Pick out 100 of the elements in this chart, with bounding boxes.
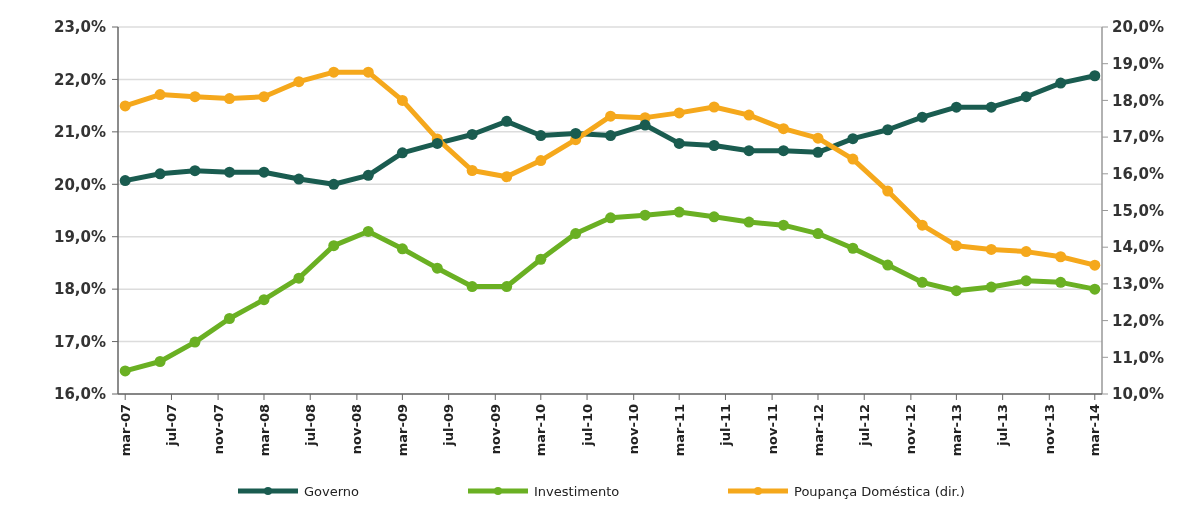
point	[466, 165, 478, 176]
x-tick-label: nov-09	[487, 404, 503, 455]
x-tick-label: mar-11	[671, 404, 687, 457]
point	[293, 76, 305, 88]
point	[916, 276, 928, 288]
point	[396, 243, 408, 255]
x-tick-label: jul-10	[579, 404, 595, 447]
point	[328, 178, 340, 190]
x-tick-label: mar-14	[1087, 404, 1103, 457]
point	[1055, 276, 1067, 288]
x-tick-label: nov-08	[349, 404, 365, 455]
y-tick-label: 16,0%	[53, 385, 106, 404]
point	[189, 165, 201, 177]
point	[535, 155, 547, 167]
point	[708, 139, 720, 151]
x-tick-label: mar-09	[394, 404, 410, 457]
point	[258, 91, 270, 103]
point	[812, 228, 824, 240]
point	[1055, 251, 1067, 263]
point	[639, 119, 651, 131]
point	[847, 133, 859, 145]
point	[223, 93, 235, 105]
x-tick-label: jul-08	[302, 404, 318, 447]
x-tick-label: mar-12	[810, 404, 826, 457]
point	[501, 115, 513, 127]
point	[258, 166, 270, 178]
point	[293, 272, 305, 284]
y2-tick-label: 12,0%	[1112, 311, 1165, 330]
x-tick-label: jul-07	[164, 404, 180, 447]
point	[119, 365, 131, 377]
point	[362, 225, 374, 237]
y-tick-label: 18,0%	[53, 280, 106, 299]
point	[189, 91, 201, 103]
y2-tick-label: 16,0%	[1112, 165, 1165, 184]
point	[639, 209, 651, 221]
point	[1055, 77, 1067, 89]
x-tick-label: mar-13	[948, 404, 964, 457]
point	[882, 185, 894, 197]
y-tick-label: 19,0%	[53, 227, 106, 246]
point	[882, 124, 894, 136]
point	[1020, 91, 1032, 103]
point	[535, 253, 547, 265]
point	[293, 173, 305, 185]
point	[362, 66, 374, 78]
point	[743, 109, 755, 121]
point	[985, 281, 997, 293]
y2-tick-label: 11,0%	[1112, 348, 1165, 367]
x-tick-label: mar-07	[117, 404, 133, 457]
point	[605, 212, 617, 224]
y2-tick-label: 13,0%	[1112, 275, 1165, 294]
y2-tick-label: 19,0%	[1112, 54, 1165, 73]
point	[570, 228, 582, 240]
point	[1089, 259, 1101, 271]
x-tick-label: mar-08	[256, 404, 272, 457]
point	[882, 259, 894, 271]
point	[431, 262, 443, 274]
point	[605, 130, 617, 142]
x-tick-label: mar-10	[533, 404, 549, 457]
point	[1089, 283, 1101, 295]
point	[812, 132, 824, 144]
point	[673, 206, 685, 218]
point	[847, 153, 859, 165]
point	[154, 355, 166, 367]
legend-label: Poupança Doméstica (dir.)	[794, 483, 965, 499]
point	[847, 242, 859, 254]
point	[466, 128, 478, 140]
point	[258, 294, 270, 306]
y2-tick-label: 17,0%	[1112, 128, 1165, 147]
point	[673, 137, 685, 149]
legend-label: Governo	[304, 483, 360, 499]
point	[777, 145, 789, 157]
point	[605, 110, 617, 122]
point	[328, 66, 340, 78]
point	[950, 101, 962, 113]
y2-tick-label: 10,0%	[1112, 385, 1165, 404]
point	[396, 94, 408, 106]
y-tick-label: 17,0%	[53, 332, 106, 351]
x-tick-label: nov-13	[1041, 404, 1057, 455]
point	[916, 219, 928, 231]
y2-tick-label: 14,0%	[1112, 238, 1165, 257]
point	[1020, 246, 1032, 258]
legend-label: Investimento	[534, 483, 620, 499]
y-tick-label: 21,0%	[53, 123, 106, 142]
point	[777, 123, 789, 135]
x-tick-label: jul-09	[441, 404, 457, 447]
x-tick-label: nov-12	[903, 404, 919, 455]
x-tick-label: jul-11	[718, 404, 734, 447]
point	[743, 145, 755, 157]
point	[154, 89, 166, 101]
point	[812, 146, 824, 158]
x-tick-label: nov-10	[626, 404, 642, 455]
point	[743, 216, 755, 228]
point	[501, 171, 513, 183]
point	[950, 240, 962, 252]
point	[535, 130, 547, 142]
y2-tick-label: 15,0%	[1112, 201, 1165, 220]
y-tick-label: 20,0%	[53, 175, 106, 194]
y-tick-label: 22,0%	[53, 70, 106, 89]
point	[362, 169, 374, 181]
x-tick-label: jul-12	[856, 404, 872, 447]
